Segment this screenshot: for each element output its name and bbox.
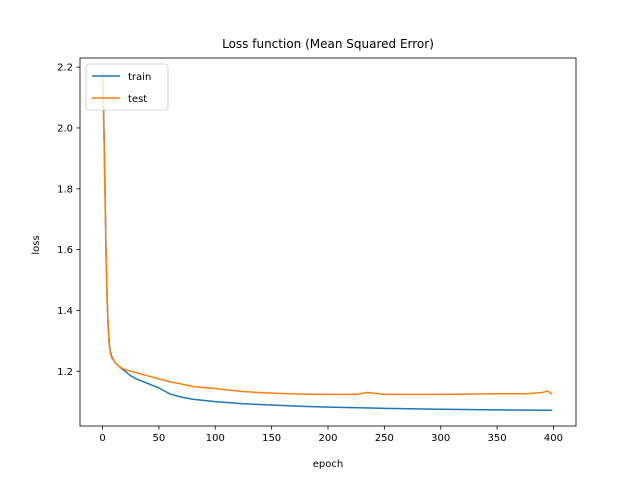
plot-frame	[79, 57, 577, 427]
y-tick-label: 1.6	[57, 245, 73, 256]
y-tick-label: 2.0	[57, 123, 73, 134]
x-tick-label: 200	[318, 433, 337, 444]
x-tick-label: 150	[262, 433, 281, 444]
x-tick-label: 350	[488, 433, 507, 444]
y-axis-label: loss	[31, 235, 42, 254]
legend	[85, 63, 169, 111]
x-tick-label: 400	[544, 433, 563, 444]
x-tick-label: 100	[206, 433, 225, 444]
chart-title: Loss function (Mean Squared Error)	[222, 37, 434, 51]
x-tick-label: 50	[153, 433, 166, 444]
x-tick-label: 250	[375, 433, 394, 444]
x-tick-label: 300	[431, 433, 450, 444]
legend-label-test: test	[128, 94, 147, 105]
x-tick-label: 0	[99, 433, 105, 444]
y-tick-label: 2.2	[57, 63, 73, 74]
legend-label-train: train	[128, 72, 151, 83]
y-tick-label: 1.4	[57, 306, 73, 317]
x-axis-label: epoch	[313, 459, 343, 470]
series-line-test	[101, 76, 553, 396]
y-tick-label: 1.2	[57, 367, 73, 378]
y-tick-label: 1.8	[57, 184, 73, 195]
